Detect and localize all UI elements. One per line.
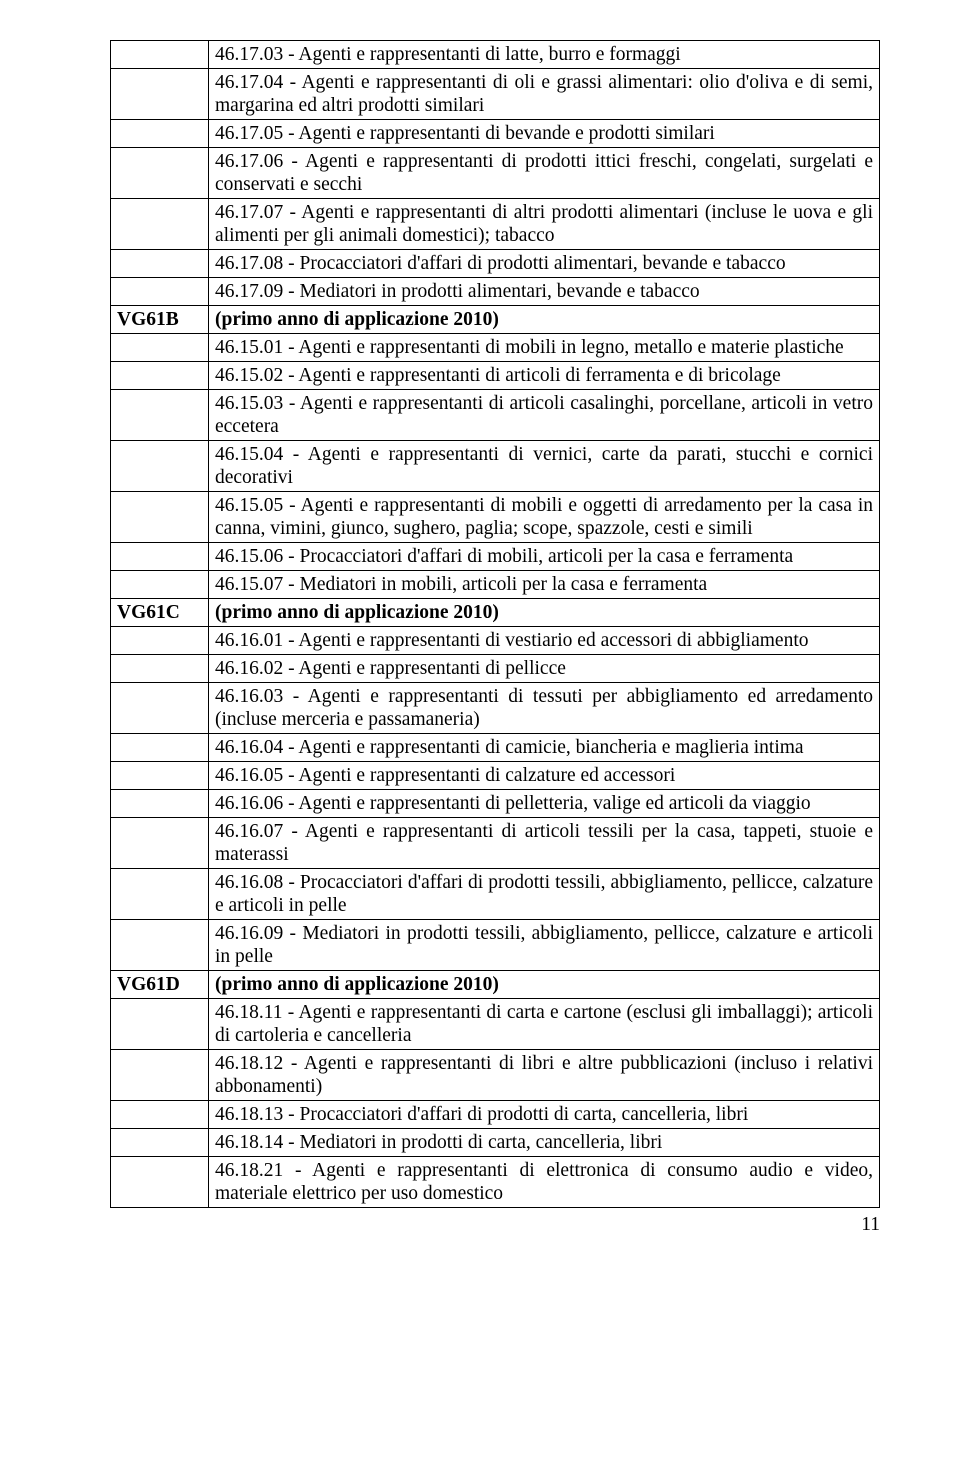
description-cell: (primo anno di applicazione 2010) <box>209 306 880 334</box>
description-cell: 46.15.05 - Agenti e rappresentanti di mo… <box>209 492 880 543</box>
code-cell <box>111 148 209 199</box>
description-cell: 46.17.04 - Agenti e rappresentanti di ol… <box>209 69 880 120</box>
table-row: 46.15.07 - Mediatori in mobili, articoli… <box>111 571 880 599</box>
description-cell: 46.18.12 - Agenti e rappresentanti di li… <box>209 1050 880 1101</box>
table-row: 46.16.07 - Agenti e rappresentanti di ar… <box>111 818 880 869</box>
description-cell: (primo anno di applicazione 2010) <box>209 971 880 999</box>
description-cell: 46.15.07 - Mediatori in mobili, articoli… <box>209 571 880 599</box>
table-row: 46.15.03 - Agenti e rappresentanti di ar… <box>111 390 880 441</box>
table-row: 46.18.12 - Agenti e rappresentanti di li… <box>111 1050 880 1101</box>
table-row: 46.17.05 - Agenti e rappresentanti di be… <box>111 120 880 148</box>
table-row: 46.18.21 - Agenti e rappresentanti di el… <box>111 1157 880 1208</box>
table-row: 46.15.02 - Agenti e rappresentanti di ar… <box>111 362 880 390</box>
code-cell <box>111 250 209 278</box>
table-row: 46.15.01 - Agenti e rappresentanti di mo… <box>111 334 880 362</box>
table-row: 46.16.06 - Agenti e rappresentanti di pe… <box>111 790 880 818</box>
table-row: 46.17.09 - Mediatori in prodotti aliment… <box>111 278 880 306</box>
page-container: 46.17.03 - Agenti e rappresentanti di la… <box>0 0 960 1266</box>
description-cell: 46.18.13 - Procacciatori d'affari di pro… <box>209 1101 880 1129</box>
description-cell: 46.17.07 - Agenti e rappresentanti di al… <box>209 199 880 250</box>
description-cell: 46.17.05 - Agenti e rappresentanti di be… <box>209 120 880 148</box>
table-row: VG61B(primo anno di applicazione 2010) <box>111 306 880 334</box>
description-cell: 46.17.08 - Procacciatori d'affari di pro… <box>209 250 880 278</box>
description-cell: 46.18.11 - Agenti e rappresentanti di ca… <box>209 999 880 1050</box>
table-row: 46.15.04 - Agenti e rappresentanti di ve… <box>111 441 880 492</box>
table-row: 46.16.05 - Agenti e rappresentanti di ca… <box>111 762 880 790</box>
description-cell: 46.16.06 - Agenti e rappresentanti di pe… <box>209 790 880 818</box>
description-cell: 46.16.07 - Agenti e rappresentanti di ar… <box>209 818 880 869</box>
code-cell <box>111 869 209 920</box>
table-row: 46.16.04 - Agenti e rappresentanti di ca… <box>111 734 880 762</box>
table-row: VG61D(primo anno di applicazione 2010) <box>111 971 880 999</box>
code-cell <box>111 1050 209 1101</box>
description-cell: 46.16.08 - Procacciatori d'affari di pro… <box>209 869 880 920</box>
code-cell <box>111 69 209 120</box>
code-cell <box>111 390 209 441</box>
description-cell: 46.17.09 - Mediatori in prodotti aliment… <box>209 278 880 306</box>
description-cell: 46.16.02 - Agenti e rappresentanti di pe… <box>209 655 880 683</box>
code-cell <box>111 1129 209 1157</box>
description-cell: (primo anno di applicazione 2010) <box>209 599 880 627</box>
description-cell: 46.16.04 - Agenti e rappresentanti di ca… <box>209 734 880 762</box>
code-cell <box>111 41 209 69</box>
code-cell <box>111 362 209 390</box>
table-row: 46.17.07 - Agenti e rappresentanti di al… <box>111 199 880 250</box>
code-cell <box>111 571 209 599</box>
description-cell: 46.17.03 - Agenti e rappresentanti di la… <box>209 41 880 69</box>
code-cell <box>111 334 209 362</box>
code-cell <box>111 734 209 762</box>
code-cell <box>111 655 209 683</box>
table-row: 46.17.03 - Agenti e rappresentanti di la… <box>111 41 880 69</box>
table-row: 46.16.08 - Procacciatori d'affari di pro… <box>111 869 880 920</box>
table-row: 46.16.09 - Mediatori in prodotti tessili… <box>111 920 880 971</box>
code-cell <box>111 278 209 306</box>
table-row: 46.18.13 - Procacciatori d'affari di pro… <box>111 1101 880 1129</box>
table-row: 46.17.04 - Agenti e rappresentanti di ol… <box>111 69 880 120</box>
code-cell <box>111 492 209 543</box>
table-row: 46.18.14 - Mediatori in prodotti di cart… <box>111 1129 880 1157</box>
code-cell <box>111 1101 209 1129</box>
code-cell: VG61D <box>111 971 209 999</box>
description-cell: 46.18.14 - Mediatori in prodotti di cart… <box>209 1129 880 1157</box>
code-cell <box>111 999 209 1050</box>
table-row: 46.17.08 - Procacciatori d'affari di pro… <box>111 250 880 278</box>
code-cell <box>111 1157 209 1208</box>
table-row: 46.16.02 - Agenti e rappresentanti di pe… <box>111 655 880 683</box>
description-cell: 46.15.03 - Agenti e rappresentanti di ar… <box>209 390 880 441</box>
code-cell <box>111 762 209 790</box>
description-cell: 46.15.02 - Agenti e rappresentanti di ar… <box>209 362 880 390</box>
code-cell <box>111 199 209 250</box>
table-row: 46.15.06 - Procacciatori d'affari di mob… <box>111 543 880 571</box>
description-cell: 46.16.09 - Mediatori in prodotti tessili… <box>209 920 880 971</box>
description-cell: 46.15.04 - Agenti e rappresentanti di ve… <box>209 441 880 492</box>
table-row: 46.17.06 - Agenti e rappresentanti di pr… <box>111 148 880 199</box>
table-row: 46.16.03 - Agenti e rappresentanti di te… <box>111 683 880 734</box>
code-cell <box>111 920 209 971</box>
description-cell: 46.15.06 - Procacciatori d'affari di mob… <box>209 543 880 571</box>
description-cell: 46.15.01 - Agenti e rappresentanti di mo… <box>209 334 880 362</box>
table-row: 46.15.05 - Agenti e rappresentanti di mo… <box>111 492 880 543</box>
code-cell <box>111 818 209 869</box>
code-cell <box>111 543 209 571</box>
description-cell: 46.16.03 - Agenti e rappresentanti di te… <box>209 683 880 734</box>
table-row: 46.18.11 - Agenti e rappresentanti di ca… <box>111 999 880 1050</box>
code-cell <box>111 790 209 818</box>
table-row: VG61C(primo anno di applicazione 2010) <box>111 599 880 627</box>
description-cell: 46.18.21 - Agenti e rappresentanti di el… <box>209 1157 880 1208</box>
description-cell: 46.17.06 - Agenti e rappresentanti di pr… <box>209 148 880 199</box>
code-cell: VG61B <box>111 306 209 334</box>
code-cell: VG61C <box>111 599 209 627</box>
description-cell: 46.16.01 - Agenti e rappresentanti di ve… <box>209 627 880 655</box>
code-cell <box>111 627 209 655</box>
code-cell <box>111 441 209 492</box>
classification-table: 46.17.03 - Agenti e rappresentanti di la… <box>110 40 880 1208</box>
code-cell <box>111 683 209 734</box>
page-number: 11 <box>110 1214 880 1236</box>
description-cell: 46.16.05 - Agenti e rappresentanti di ca… <box>209 762 880 790</box>
table-row: 46.16.01 - Agenti e rappresentanti di ve… <box>111 627 880 655</box>
code-cell <box>111 120 209 148</box>
